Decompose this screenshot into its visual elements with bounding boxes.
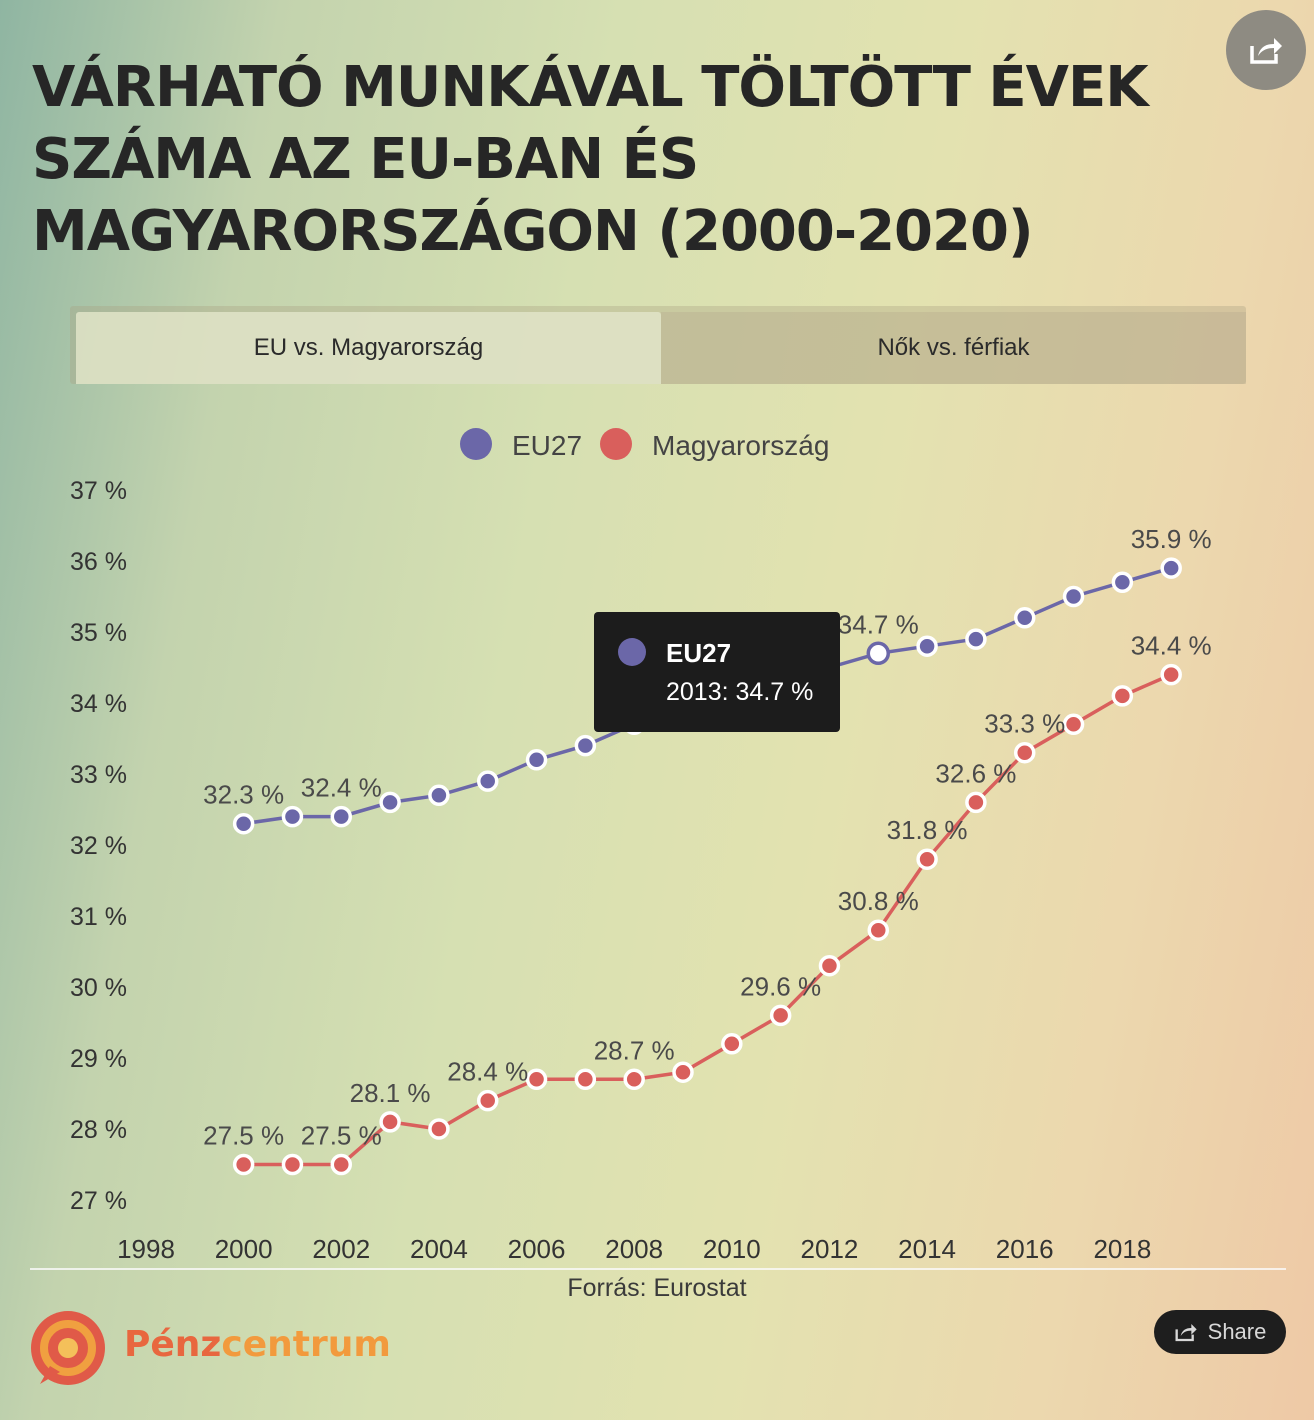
data-point [281, 1153, 304, 1176]
x-tick-label: 2000 [215, 1234, 273, 1264]
share-button-label: Share [1207, 1319, 1267, 1344]
data-point [1062, 585, 1085, 608]
data-label: 34.4 % [1131, 631, 1212, 661]
footer-divider [30, 1268, 1286, 1270]
data-point [866, 641, 891, 666]
data-point [525, 749, 548, 771]
y-tick-label: 30 % [70, 974, 127, 1002]
x-tick-label: 2018 [1093, 1234, 1151, 1264]
logo-icon [31, 1311, 105, 1385]
data-label: 33.3 % [984, 709, 1065, 739]
data-point [574, 734, 597, 757]
x-tick-label: 2014 [898, 1234, 956, 1264]
source-note: Forrás: Eurostat [567, 1274, 747, 1302]
data-label: 28.7 % [594, 1035, 675, 1065]
y-tick-label: 31 % [70, 903, 127, 931]
data-point [525, 1068, 548, 1091]
x-tick-label: 2004 [410, 1234, 468, 1264]
x-tick-label: 2006 [508, 1234, 566, 1264]
data-label: 34.7 % [838, 609, 919, 639]
tab-bar: EU vs. Magyarország Nők vs. férfiak [70, 306, 1246, 384]
tooltip-series-name: EU27 [666, 638, 732, 668]
tooltip-series-dot [618, 638, 646, 666]
y-tick-label: 32 % [70, 832, 127, 860]
legend-marker [600, 428, 632, 460]
legend-label: EU27 [512, 430, 582, 461]
data-point [965, 628, 987, 650]
x-tick-label: 2016 [996, 1234, 1054, 1264]
y-tick-label: 37 % [70, 477, 127, 505]
x-tick-label: 2010 [703, 1234, 761, 1264]
x-tick-label: 1998 [117, 1234, 175, 1264]
y-tick-label: 33 % [70, 761, 127, 789]
share-icon [1175, 1324, 1197, 1342]
data-point [1160, 557, 1182, 579]
tab-women-vs-men[interactable]: Nők vs. férfiak [661, 312, 1246, 384]
line-chart: 27 % 28 % 29 % 30 % 31 % 32 % 33 % 34 % 35 % 36 %… [70, 428, 1212, 1264]
tab-eu-vs-hungary[interactable]: EU vs. Magyarország [76, 312, 661, 384]
y-tick-label: 27 % [70, 1187, 127, 1215]
data-point [1013, 607, 1036, 629]
share-button[interactable]: Share [1154, 1310, 1286, 1354]
data-label: 27.5 % [203, 1121, 284, 1151]
data-point [476, 1089, 499, 1112]
x-tick-label: 2002 [312, 1234, 370, 1264]
data-label: 32.6 % [935, 758, 1016, 788]
data-label: 31.8 % [887, 815, 968, 845]
data-point [721, 1033, 743, 1055]
data-label: 32.4 % [301, 773, 382, 803]
data-point [1013, 741, 1036, 764]
y-tick-label: 34 % [70, 690, 127, 718]
data-label: 28.1 % [350, 1078, 431, 1108]
data-point [1160, 663, 1182, 686]
top-share-button[interactable] [1226, 10, 1306, 90]
data-point [1111, 571, 1134, 594]
brand-part1: Pénz [124, 1324, 222, 1365]
data-point [574, 1068, 597, 1091]
data-point [769, 1004, 792, 1027]
data-point [916, 848, 938, 870]
y-tick-label: 28 % [70, 1116, 127, 1144]
data-point [428, 784, 450, 807]
data-point [232, 1153, 255, 1176]
data-point [330, 1153, 353, 1176]
tooltip-value: 2013: 34.7 % [666, 678, 814, 706]
data-label: 32.3 % [203, 780, 284, 810]
data-point [379, 791, 401, 814]
data-point [672, 1061, 694, 1083]
data-point [379, 1111, 401, 1133]
data-point [428, 1118, 450, 1140]
y-tick-label: 36 % [70, 548, 127, 576]
legend-label: Magyarország [652, 430, 829, 461]
data-point [818, 954, 841, 977]
y-tick-label: 35 % [70, 619, 127, 647]
data-point [1111, 685, 1134, 707]
chart-tooltip: EU27 2013: 34.7 % [594, 612, 840, 732]
share-icon [1250, 38, 1282, 64]
data-label: 30.8 % [838, 886, 919, 916]
data-point [916, 635, 938, 657]
brand-part2: centrum [221, 1324, 391, 1365]
y-tick-label: 29 % [70, 1045, 127, 1073]
brand-name: Pénzcentrum [124, 1324, 391, 1365]
x-tick-label: 2012 [801, 1234, 859, 1264]
data-label: 27.5 % [301, 1121, 382, 1151]
data-point [476, 770, 499, 792]
legend-marker [460, 428, 492, 460]
x-tick-label: 2008 [605, 1234, 663, 1264]
chart-title: VÁRHATÓ MUNKÁVAL TÖLTÖTT ÉVEK SZÁMA AZ E… [32, 55, 1149, 264]
data-point [281, 805, 304, 828]
data-label: 35.9 % [1131, 524, 1212, 554]
data-label: 28.4 % [447, 1057, 528, 1087]
data-point [965, 791, 987, 814]
data-point [867, 919, 890, 941]
data-point [232, 812, 255, 835]
data-label: 29.6 % [740, 971, 821, 1001]
data-point [623, 1068, 645, 1091]
data-point [1062, 713, 1085, 736]
data-point [330, 805, 353, 828]
